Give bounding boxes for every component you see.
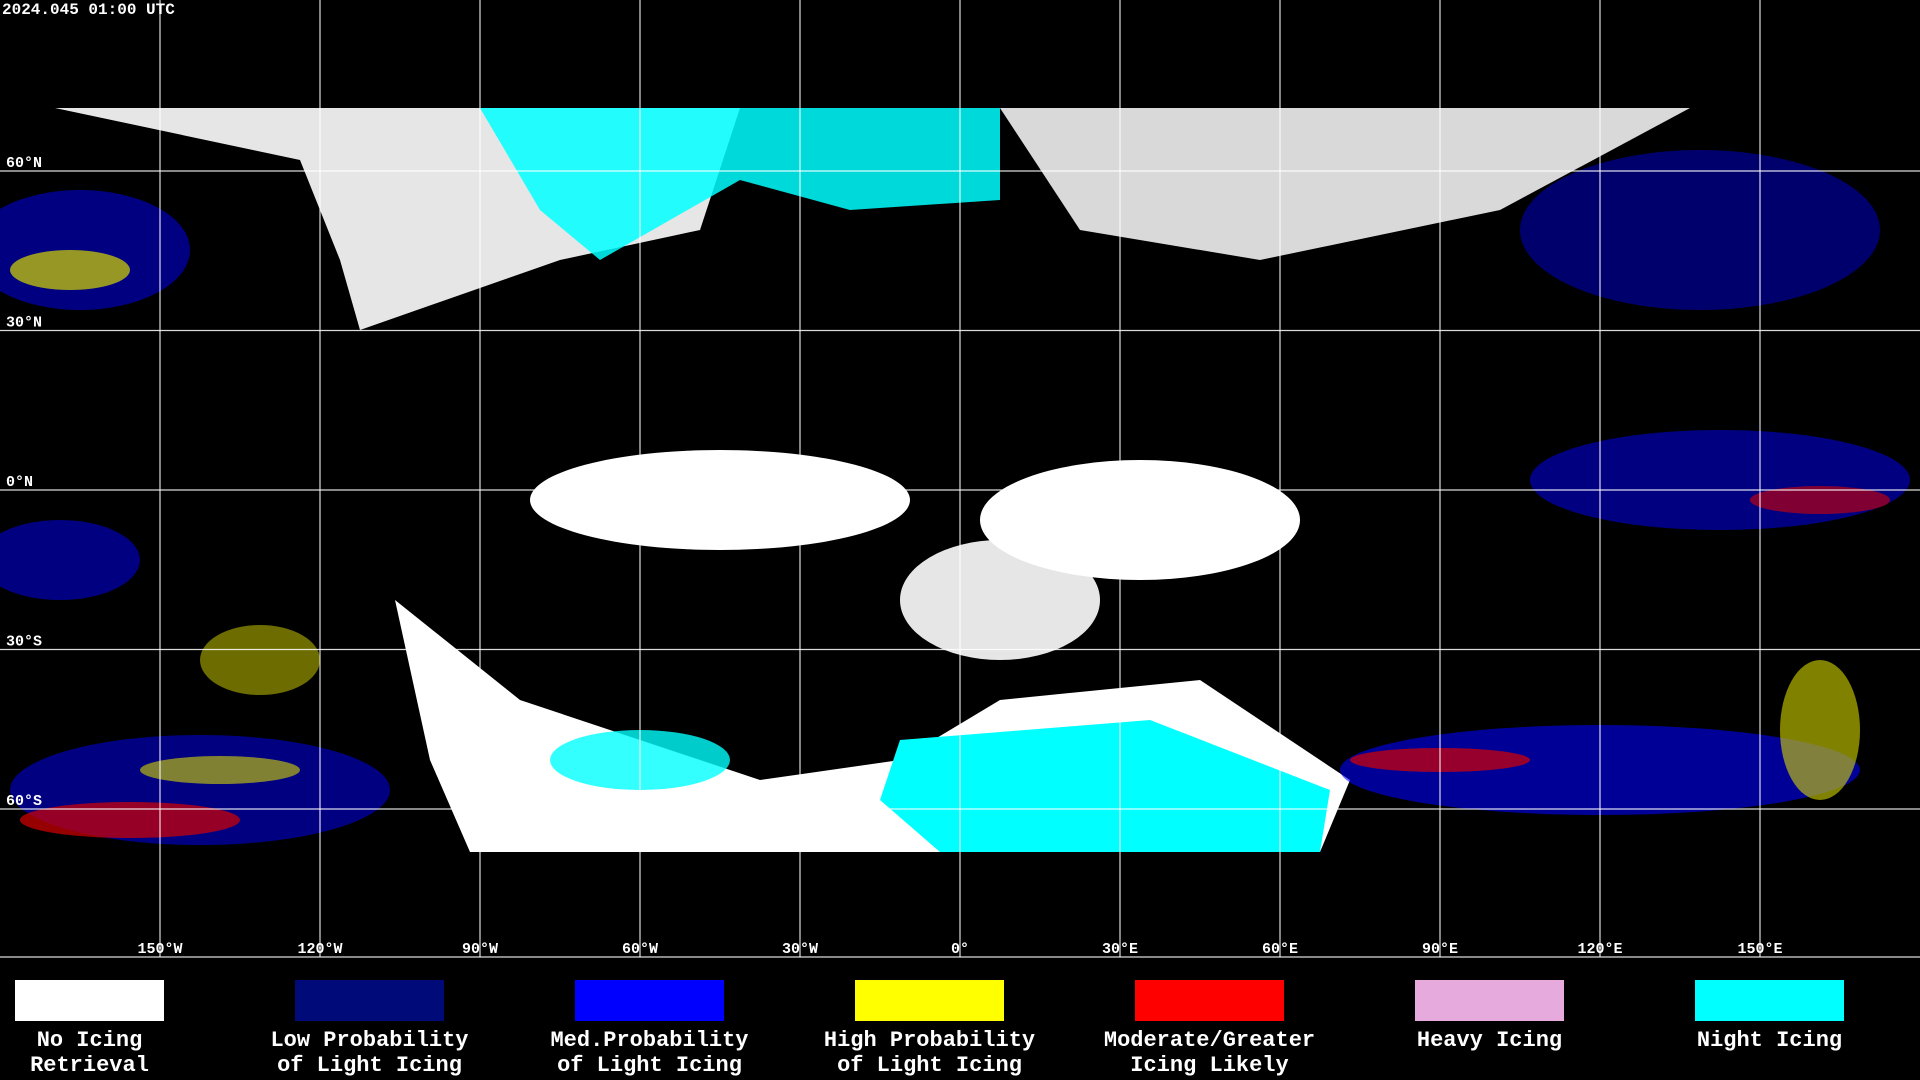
longitude-label: 150°W <box>137 941 182 958</box>
legend-label: of Light Icing <box>557 1053 742 1078</box>
latitude-label: 0°N <box>6 474 33 491</box>
latitude-label: 30°S <box>6 634 42 651</box>
legend-label: Moderate/Greater <box>1104 1028 1315 1053</box>
legend-swatch <box>575 980 724 1021</box>
longitude-label: 0° <box>951 941 969 958</box>
legend-label: of Light Icing <box>277 1053 462 1078</box>
central-clouds <box>55 108 1690 852</box>
legend-label: Heavy Icing <box>1417 1028 1562 1053</box>
longitude-label: 30°W <box>782 941 818 958</box>
legend-label: Med.Probability <box>550 1028 748 1053</box>
legend-swatch <box>1695 980 1844 1021</box>
imagery <box>0 108 1910 852</box>
legend-swatch <box>1135 980 1284 1021</box>
legend-label: Night Icing <box>1697 1028 1842 1053</box>
legend-label: High Probability <box>824 1028 1035 1053</box>
longitude-label: 120°E <box>1577 941 1622 958</box>
west-pacific-clouds <box>0 190 390 845</box>
longitude-label: 60°W <box>622 941 658 958</box>
longitude-label: 30°E <box>1102 941 1138 958</box>
legend-label: No Icing <box>37 1028 143 1053</box>
longitude-label: 60°E <box>1262 941 1298 958</box>
graticule <box>0 0 1920 958</box>
timestamp: 2024.045 01:00 UTC <box>2 1 175 19</box>
graticule-labels: 60°N 30°N 0°N 30°S 60°S 150°W 120°W 90°W 60°W 30°… <box>6 155 1783 958</box>
legend-swatch <box>855 980 1004 1021</box>
latitude-label: 60°N <box>6 155 42 172</box>
latitude-label: 60°S <box>6 793 42 810</box>
latitude-label: 30°N <box>6 315 42 332</box>
longitude-label: 120°W <box>297 941 342 958</box>
legend-label: Icing Likely <box>1130 1053 1288 1078</box>
legend-label: Retrieval <box>30 1053 149 1078</box>
legend-swatch <box>15 980 164 1021</box>
legend-label: Low Probability <box>270 1028 468 1053</box>
legend-swatch <box>295 980 444 1021</box>
legend-swatch <box>1415 980 1564 1021</box>
legend-label: of Light Icing <box>837 1053 1022 1078</box>
longitude-label: 90°W <box>462 941 498 958</box>
longitude-label: 150°E <box>1737 941 1782 958</box>
longitude-label: 90°E <box>1422 941 1458 958</box>
